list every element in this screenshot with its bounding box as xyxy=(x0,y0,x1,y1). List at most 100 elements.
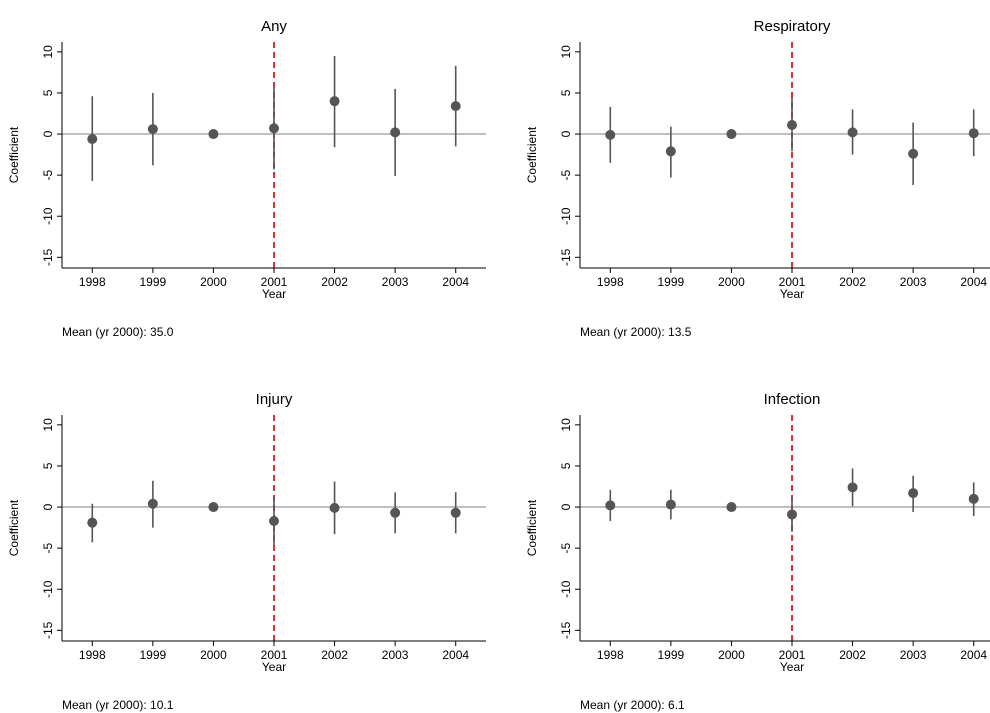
y-tick-label: 10 xyxy=(41,45,55,59)
y-tick-label: -5 xyxy=(41,169,55,180)
y-tick-label: -10 xyxy=(559,580,573,598)
point xyxy=(450,101,461,112)
x-tick-label: 1998 xyxy=(597,275,624,289)
panel: Any -15 -10 -5 0 5 10 1998 1999 2000 2001 2002 2003 2… xyxy=(7,18,486,339)
x-tick-label: 1999 xyxy=(658,275,685,289)
x-tick-label: 1998 xyxy=(79,275,106,289)
point xyxy=(87,133,98,144)
point xyxy=(968,128,979,139)
x-tick-label: 2000 xyxy=(718,648,745,662)
x-tick-label: 2002 xyxy=(839,275,866,289)
x-tick-label: 2003 xyxy=(382,648,409,662)
x-tick-label: 2004 xyxy=(960,275,987,289)
y-tick-label: 5 xyxy=(41,462,55,469)
y-axis-label: Coefficient xyxy=(525,126,539,183)
x-tick-label: 1998 xyxy=(597,648,624,662)
y-tick-label: -5 xyxy=(559,169,573,180)
x-tick-label: 2004 xyxy=(960,648,987,662)
point xyxy=(208,502,219,513)
x-tick-label: 1999 xyxy=(140,275,167,289)
y-tick-label: -10 xyxy=(559,207,573,225)
y-axis-label: Coefficient xyxy=(7,126,21,183)
x-tick-label: 2001 xyxy=(779,648,806,662)
x-tick-label: 2002 xyxy=(321,648,348,662)
y-tick-label: -5 xyxy=(559,542,573,553)
y-tick-label: -15 xyxy=(41,621,55,639)
y-axis-label: Coefficient xyxy=(7,499,21,556)
y-tick-label: -15 xyxy=(559,621,573,639)
x-tick-label: 2002 xyxy=(321,275,348,289)
point xyxy=(329,502,340,513)
point xyxy=(147,498,158,509)
x-tick-label: 2000 xyxy=(200,275,227,289)
point xyxy=(908,488,919,499)
x-axis-label: Year xyxy=(780,287,804,301)
y-tick-label: 0 xyxy=(41,130,55,137)
point xyxy=(847,482,858,493)
y-tick-label: 5 xyxy=(559,462,573,469)
panel-title: Injury xyxy=(256,391,293,408)
x-tick-label: 1998 xyxy=(79,648,106,662)
x-tick-label: 2000 xyxy=(200,648,227,662)
point xyxy=(908,148,919,159)
point xyxy=(208,129,219,140)
x-tick-label: 2000 xyxy=(718,275,745,289)
panel-title: Any xyxy=(261,18,287,35)
x-tick-label: 1999 xyxy=(140,648,167,662)
point xyxy=(968,493,979,504)
point xyxy=(390,127,401,138)
point xyxy=(390,507,401,518)
x-tick-label: 2003 xyxy=(900,648,927,662)
point xyxy=(787,509,797,520)
note: Mean (yr 2000): 10.1 xyxy=(62,698,174,712)
x-axis-label: Year xyxy=(780,660,804,674)
panel-title: Infection xyxy=(764,391,821,408)
y-tick-label: 0 xyxy=(559,503,573,510)
panel: Respiratory -15 -10 -5 0 5 10 1998 1999 2000 2001 2… xyxy=(525,18,990,339)
point xyxy=(87,517,98,528)
x-tick-label: 2003 xyxy=(382,275,409,289)
y-tick-label: 5 xyxy=(559,89,573,96)
point xyxy=(726,129,737,140)
y-tick-label: -15 xyxy=(41,248,55,266)
point xyxy=(726,502,737,513)
point xyxy=(605,500,616,511)
x-tick-label: 2001 xyxy=(261,648,288,662)
y-tick-label: -15 xyxy=(559,248,573,266)
x-tick-label: 1999 xyxy=(658,648,685,662)
y-tick-label: -5 xyxy=(41,542,55,553)
x-tick-label: 2001 xyxy=(261,275,288,289)
x-tick-label: 2003 xyxy=(900,275,927,289)
x-tick-label: 2004 xyxy=(442,648,469,662)
y-axis-label: Coefficient xyxy=(525,499,539,556)
point xyxy=(665,146,676,157)
note: Mean (yr 2000): 13.5 xyxy=(580,325,692,339)
note: Mean (yr 2000): 35.0 xyxy=(62,325,174,339)
y-tick-label: -10 xyxy=(41,580,55,598)
x-tick-label: 2004 xyxy=(442,275,469,289)
point xyxy=(787,120,797,131)
y-tick-label: 0 xyxy=(559,130,573,137)
point xyxy=(269,123,279,134)
point xyxy=(269,516,279,527)
y-tick-label: 10 xyxy=(559,418,573,432)
x-tick-label: 2002 xyxy=(839,648,866,662)
panel-title: Respiratory xyxy=(754,18,831,35)
panel: Injury -15 -10 -5 0 5 10 1998 1999 2000 2001 2002 20… xyxy=(7,391,486,712)
y-tick-label: 0 xyxy=(41,503,55,510)
point xyxy=(605,129,616,140)
x-axis-label: Year xyxy=(262,660,286,674)
y-tick-label: -10 xyxy=(41,207,55,225)
x-tick-label: 2001 xyxy=(779,275,806,289)
point xyxy=(147,124,158,135)
panel: Infection -15 -10 -5 0 5 10 1998 1999 2000 2001 200… xyxy=(525,391,990,712)
point xyxy=(450,507,461,518)
y-tick-label: 5 xyxy=(41,89,55,96)
y-tick-label: 10 xyxy=(559,45,573,59)
point xyxy=(665,499,676,510)
point xyxy=(847,127,858,138)
y-tick-label: 10 xyxy=(41,418,55,432)
point xyxy=(329,96,340,107)
note: Mean (yr 2000): 6.1 xyxy=(580,698,685,712)
